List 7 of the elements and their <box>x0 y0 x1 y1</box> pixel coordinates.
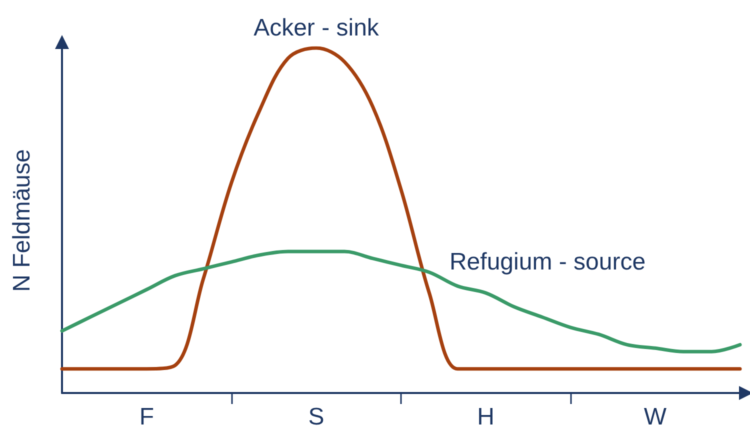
x-tick-label: W <box>644 404 667 430</box>
series-label: Refugium - source <box>449 248 646 276</box>
x-tick-label: S <box>308 404 324 430</box>
x-tick-label: F <box>139 404 154 430</box>
series-label: Acker - sink <box>254 14 380 42</box>
y-axis-title: N Feldmäuse <box>8 149 36 292</box>
x-tick-label: H <box>477 404 494 430</box>
